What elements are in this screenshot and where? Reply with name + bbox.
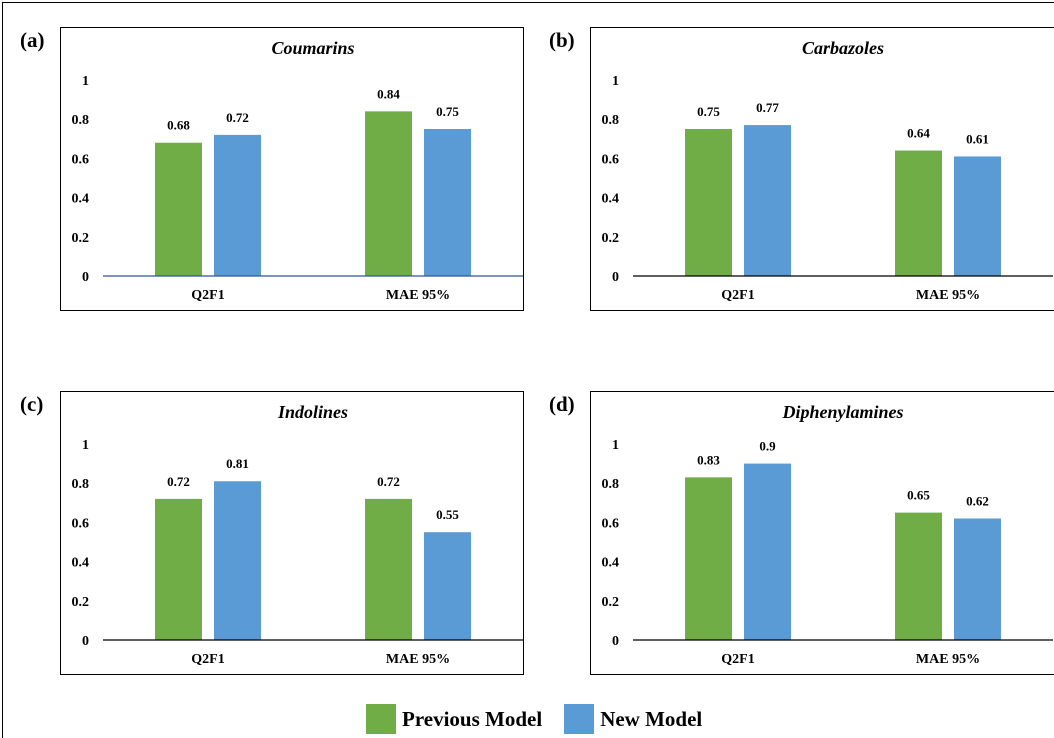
chart-title-d: Diphenylamines xyxy=(781,402,903,422)
chart-panel-a: Coumarins 0 0.2 0.4 0.6 0.8 1 0.68 0.72 Q2F1 0.84 0… xyxy=(60,27,524,311)
bar-previous-a-1 xyxy=(365,111,412,276)
y-tick-label-b: 0 xyxy=(612,270,619,285)
y-tick-label-c: 0.2 xyxy=(72,595,90,610)
x-tick-label-b-0: Q2F1 xyxy=(721,288,754,303)
data-label-new-b-1: 0.61 xyxy=(966,131,989,146)
data-label-previous-a-0: 0.68 xyxy=(167,118,190,133)
panel-letter-b: (b) xyxy=(549,28,575,52)
data-label-previous-d-1: 0.65 xyxy=(907,488,930,503)
x-tick-label-c-1: MAE 95% xyxy=(386,652,450,667)
bar-new-d-1 xyxy=(954,518,1001,640)
data-label-previous-d-0: 0.83 xyxy=(697,452,720,467)
x-tick-label-d-1: MAE 95% xyxy=(916,652,980,667)
bar-new-a-1 xyxy=(424,129,471,276)
y-tick-label-d: 0.8 xyxy=(602,477,620,492)
bar-previous-d-1 xyxy=(895,512,942,640)
chart-panel-b: Carbazoles 0 0.2 0.4 0.6 0.8 1 0.75 0.77 Q2F1 0.64… xyxy=(590,27,1054,311)
data-label-previous-c-0: 0.72 xyxy=(167,474,190,489)
bar-previous-c-0 xyxy=(155,498,202,640)
y-tick-label-b: 0.8 xyxy=(602,113,620,128)
legend: Previous Model New Model xyxy=(366,704,724,734)
bar-previous-b-1 xyxy=(895,150,942,276)
y-tick-label-a: 0.8 xyxy=(72,113,90,128)
bar-new-b-1 xyxy=(954,156,1001,276)
chart-svg-b: Carbazoles 0 0.2 0.4 0.6 0.8 1 0.75 0.77 Q2F1 0.64… xyxy=(602,38,1053,303)
data-label-new-d-0: 0.9 xyxy=(759,439,776,454)
y-tick-label-a: 1 xyxy=(82,74,89,89)
y-tick-label-b: 1 xyxy=(612,74,619,89)
y-tick-label-b: 0.2 xyxy=(602,231,620,246)
bar-previous-c-1 xyxy=(365,498,412,640)
panel-letter-c: (c) xyxy=(20,392,44,416)
data-label-previous-b-0: 0.75 xyxy=(697,104,720,119)
data-label-previous-a-1: 0.84 xyxy=(377,86,400,101)
data-label-new-a-1: 0.75 xyxy=(436,104,459,119)
bar-new-a-0 xyxy=(214,134,261,276)
y-tick-label-b: 0.4 xyxy=(602,192,620,207)
y-tick-label-b: 0.6 xyxy=(602,152,620,167)
data-label-new-d-1: 0.62 xyxy=(966,493,989,508)
y-tick-label-c: 0.6 xyxy=(72,516,90,531)
legend-label-new: New Model xyxy=(600,706,703,731)
y-tick-label-a: 0.6 xyxy=(72,152,90,167)
y-tick-label-c: 0.8 xyxy=(72,477,90,492)
y-tick-label-d: 1 xyxy=(612,438,619,453)
y-tick-label-c: 0.4 xyxy=(72,556,90,571)
y-tick-label-c: 1 xyxy=(82,438,89,453)
data-label-new-c-0: 0.81 xyxy=(226,456,249,471)
bar-previous-a-0 xyxy=(155,142,202,276)
x-tick-label-c-0: Q2F1 xyxy=(191,652,224,667)
data-label-previous-b-1: 0.64 xyxy=(907,126,930,141)
data-label-new-c-1: 0.55 xyxy=(436,507,459,522)
data-label-new-a-0: 0.72 xyxy=(226,110,249,125)
panel-letter-a: (a) xyxy=(20,28,45,52)
bar-previous-b-0 xyxy=(685,129,732,276)
y-tick-label-d: 0.6 xyxy=(602,516,620,531)
y-tick-label-c: 0 xyxy=(82,634,89,649)
y-tick-label-a: 0 xyxy=(82,270,89,285)
legend-item-new: New Model xyxy=(564,704,702,734)
data-label-previous-c-1: 0.72 xyxy=(377,474,400,489)
legend-swatch-previous xyxy=(366,704,396,734)
y-tick-label-d: 0.2 xyxy=(602,595,620,610)
chart-svg-c: Indolines00.20.40.60.810.720.81Q2F10.720… xyxy=(72,402,523,667)
chart-panel-c: Indolines 0 0.2 0.4 0.6 0.8 1 0.72 0.81 Q2F1 0.72 0… xyxy=(60,391,524,675)
legend-swatch-new xyxy=(564,704,595,734)
chart-title-c: Indolines xyxy=(277,402,348,422)
chart-title-a: Coumarins xyxy=(271,38,354,58)
panel-letter-d: (d) xyxy=(549,392,575,416)
x-tick-label-a-1: MAE 95% xyxy=(386,288,450,303)
chart-svg-a: Coumarins 0 0.2 0.4 0.6 0.8 1 0.68 0.72 Q2F1 0.84 0… xyxy=(72,38,523,303)
y-tick-label-d: 0 xyxy=(612,634,619,649)
bar-previous-d-0 xyxy=(685,477,732,640)
bar-new-c-0 xyxy=(214,481,261,640)
legend-label-previous: Previous Model xyxy=(402,706,543,731)
y-tick-label-d: 0.4 xyxy=(602,556,620,571)
bar-new-b-0 xyxy=(744,125,791,276)
chart-panel-d: Diphenylamines 0 0.2 0.4 0.6 0.8 1 0.83 0.9 Q2F1 0… xyxy=(590,391,1054,675)
y-tick-label-a: 0.2 xyxy=(72,231,90,246)
chart-svg-d: Diphenylamines 0 0.2 0.4 0.6 0.8 1 0.83 0.9 Q2F1 0… xyxy=(602,402,1053,667)
data-label-new-b-0: 0.77 xyxy=(756,100,779,115)
y-tick-label-a: 0.4 xyxy=(72,192,90,207)
bar-new-c-1 xyxy=(424,532,471,640)
x-tick-label-b-1: MAE 95% xyxy=(916,288,980,303)
x-tick-label-d-0: Q2F1 xyxy=(721,652,754,667)
x-tick-label-a-0: Q2F1 xyxy=(191,288,224,303)
chart-title-b: Carbazoles xyxy=(802,38,884,58)
legend-item-previous: Previous Model xyxy=(366,704,542,734)
bar-new-d-0 xyxy=(744,463,791,640)
